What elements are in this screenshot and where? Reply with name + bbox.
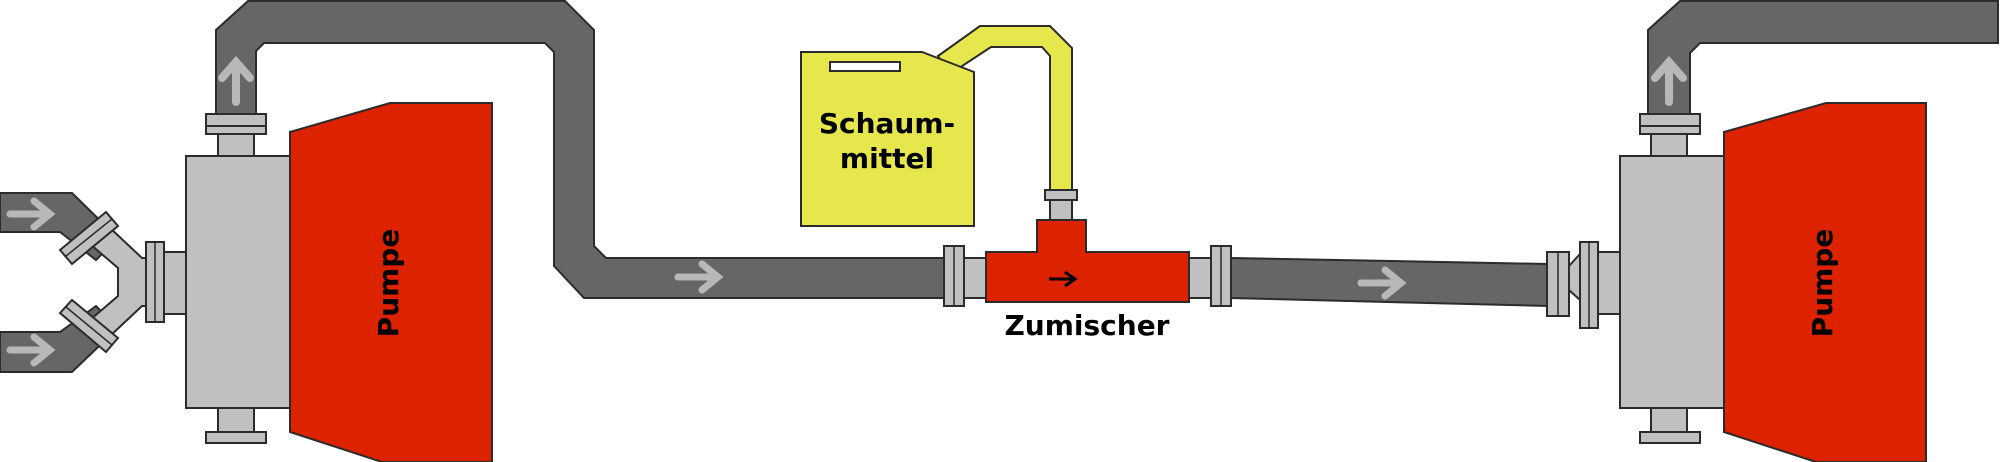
foam-label-line2: mittel [840,142,934,175]
foam-concentrate-canister: Schaum- mittel [800,51,975,227]
pump-left: Pumpe [185,102,493,462]
pump-right-label: Pumpe [1806,229,1839,338]
pump-right: Pumpe [1619,0,1999,462]
flow-arrow-up-icon [1651,55,1687,106]
flow-arrow-up-icon [218,55,254,106]
foam-label-line1: Schaum- [819,107,955,140]
mixer-direction-icon [1049,270,1078,288]
mixer-label: Zumischer [1004,309,1169,342]
pump-left-label: Pumpe [372,229,405,338]
y-manifold [58,210,187,354]
canister-handle [829,61,901,72]
inline-mixer: Zumischer [943,189,1232,342]
supply-pipe-right [1230,241,1621,329]
discharge-pipe-right [1647,0,1999,115]
